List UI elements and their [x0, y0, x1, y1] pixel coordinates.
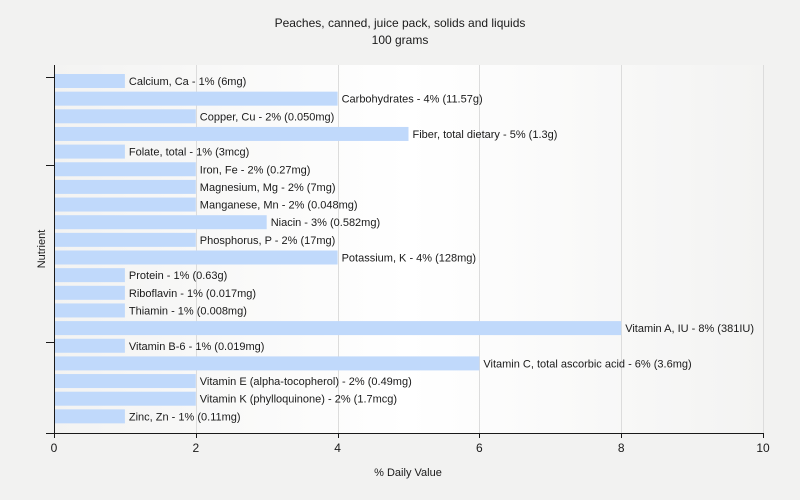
bar	[55, 74, 125, 88]
bar-label: Vitamin K (phylloquinone) - 2% (1.7mcg)	[200, 394, 397, 406]
x-tick-label: 4	[334, 441, 341, 455]
bar	[55, 109, 196, 124]
bar	[55, 162, 196, 177]
chart-title: Peaches, canned, juice pack, solids and …	[274, 16, 526, 30]
bar	[55, 197, 196, 212]
x-tick-label: 10	[756, 441, 770, 455]
bar-label: Vitamin C, total ascorbic acid - 6% (3.6…	[483, 358, 691, 370]
bar-label: Zinc, Zn - 1% (0.11mg)	[129, 411, 241, 423]
y-axis-label: Nutrient	[36, 230, 48, 269]
bar	[55, 409, 125, 424]
bar-label: Carbohydrates - 4% (11.57g)	[342, 94, 483, 106]
chart-subtitle: 100 grams	[371, 33, 429, 47]
bar	[55, 321, 622, 336]
bar-label: Iron, Fe - 2% (0.27mg)	[200, 164, 311, 176]
bar-labels: Calcium, Ca - 1% (6mg) Carbohydrates - 4%…	[129, 76, 754, 423]
bar-label: Phosphorus, P - 2% (17mg)	[200, 235, 336, 247]
bar-label: Riboflavin - 1% (0.017mg)	[129, 288, 256, 300]
x-tick-label: 0	[51, 441, 58, 455]
bar	[55, 144, 125, 159]
bar-label: Folate, total - 1% (3mcg)	[129, 147, 249, 159]
bar-label: Vitamin E (alpha-tocopherol) - 2% (0.49m…	[200, 376, 412, 388]
x-axis-label: % Daily Value	[374, 467, 442, 479]
bar	[55, 338, 125, 353]
bar-label: Niacin - 3% (0.582mg)	[271, 217, 380, 229]
x-tick-label: 8	[618, 441, 625, 455]
bar-label: Vitamin B-6 - 1% (0.019mg)	[129, 341, 265, 353]
axes: 0 2 4 6 8 10	[46, 65, 770, 455]
bars	[55, 74, 622, 424]
bar-label: Calcium, Ca - 1% (6mg)	[129, 76, 246, 88]
bar	[55, 215, 267, 230]
bar-label: Thiamin - 1% (0.008mg)	[129, 305, 247, 317]
bar	[55, 285, 125, 300]
x-tick-label: 6	[476, 441, 483, 455]
bar	[55, 250, 338, 265]
bar-label: Magnesium, Mg - 2% (7mg)	[200, 182, 336, 194]
bar	[55, 126, 409, 141]
bar-label: Protein - 1% (0.63g)	[129, 270, 227, 282]
bar-label: Copper, Cu - 2% (0.050mg)	[200, 111, 335, 123]
bar-label: Vitamin A, IU - 8% (381IU)	[625, 323, 754, 335]
bar-label: Manganese, Mn - 2% (0.048mg)	[200, 200, 358, 212]
bar-label: Fiber, total dietary - 5% (1.3g)	[413, 129, 558, 141]
bar	[55, 232, 196, 247]
bar	[55, 374, 196, 389]
x-tick-label: 2	[192, 441, 199, 455]
bar-label: Potassium, K - 4% (128mg)	[342, 253, 477, 265]
gridlines	[196, 65, 764, 433]
bar	[55, 179, 196, 194]
bar	[55, 391, 196, 406]
plot-area	[54, 65, 763, 433]
bar	[55, 91, 338, 106]
bar	[55, 303, 125, 318]
bar	[55, 356, 480, 371]
bar	[55, 268, 125, 283]
